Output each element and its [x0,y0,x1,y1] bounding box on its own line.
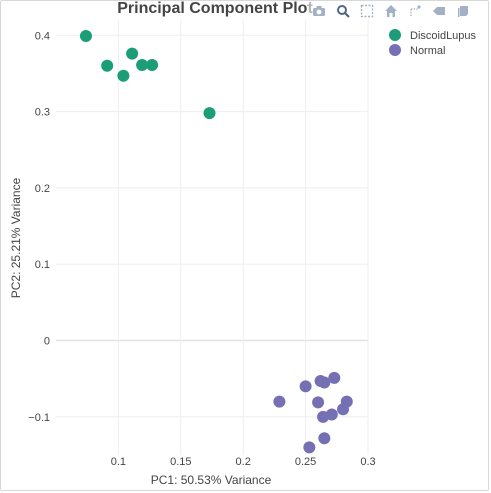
legend[interactable]: DiscoidLupus Normal [389,29,477,57]
data-point [126,47,139,60]
x-tick-label: 0.3 [360,456,375,468]
y-axis-title: PC2: 25.21% Variance [9,177,23,298]
home-icon[interactable] [380,3,402,19]
legend-marker[interactable] [389,44,401,56]
data-point [303,441,316,454]
y-tick-label: 0.1 [35,259,50,271]
x-tick-label: 0.1 [111,456,126,468]
y-tick-label: 0 [44,336,50,348]
hover-closest-icon[interactable] [428,3,450,19]
data-points [79,30,353,454]
data-point [312,396,325,409]
hover-compare-icon[interactable] [452,3,474,19]
y-tick-label: 0.3 [35,107,50,119]
x-tick-label: 0.25 [295,456,316,468]
data-point [340,395,353,408]
modebar [308,3,474,19]
y-tick-label: 0.2 [35,183,50,195]
chart-title: Principal Component Plot [117,0,313,17]
data-point [325,408,338,421]
spike-lines-icon[interactable] [404,3,426,19]
box-select-icon[interactable] [356,3,378,19]
x-tick-label: 0.15 [170,456,191,468]
data-point [79,30,92,43]
x-axis-title: PC1: 50.53% Variance [151,473,272,487]
x-tick-label: 0.2 [236,456,251,468]
data-point [117,69,130,82]
zoom-icon[interactable] [332,3,354,19]
grid-lines [56,20,369,455]
data-point [203,107,216,120]
y-axis-ticks: −0.1 0 0.1 0.2 0.3 0.4 [28,30,50,424]
camera-icon[interactable] [308,3,330,19]
data-point [136,59,149,72]
data-point [273,395,286,408]
legend-item-label[interactable]: DiscoidLupus [410,30,477,42]
x-axis-ticks: 0.1 0.15 0.2 0.25 0.3 [111,456,376,468]
data-point [318,432,331,445]
data-point [146,59,159,72]
y-tick-label: 0.4 [35,30,50,42]
legend-marker[interactable] [389,29,401,41]
data-point [328,371,341,384]
data-point [299,380,312,393]
data-point [318,376,331,389]
data-point [101,59,114,72]
legend-item-label[interactable]: Normal [410,45,445,57]
y-tick-label: −0.1 [28,412,50,424]
